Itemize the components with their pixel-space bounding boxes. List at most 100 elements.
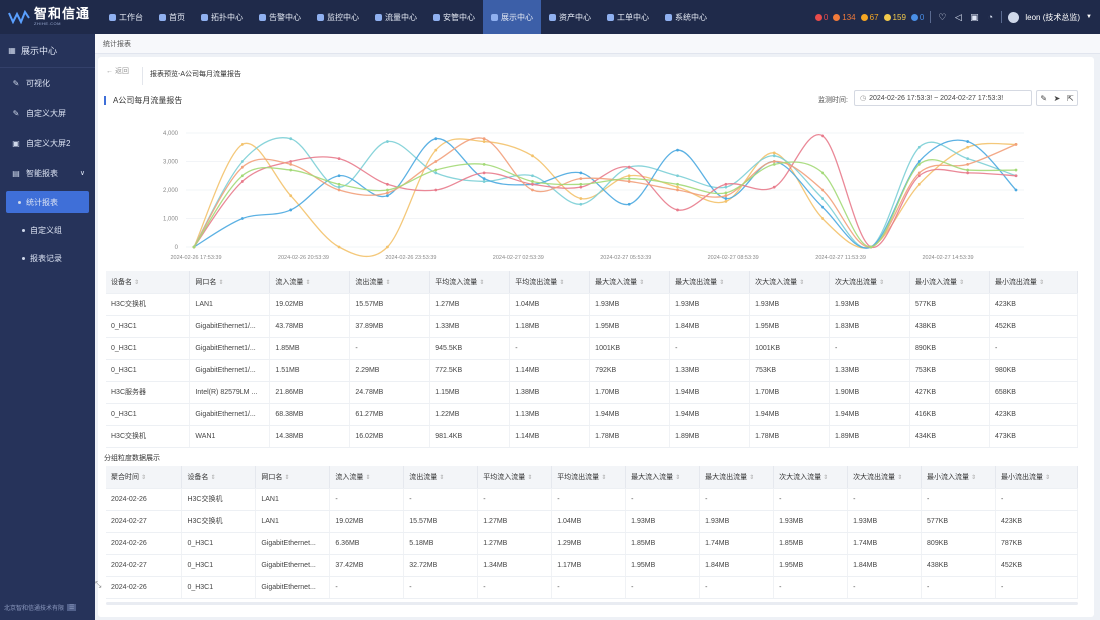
alert-count-4[interactable]: 0 <box>910 13 924 22</box>
sidebar-item-3[interactable]: ▤ 智能报表 ∨ <box>0 158 95 188</box>
data-point[interactable] <box>724 194 728 198</box>
sort-icon[interactable]: ⇕ <box>305 279 311 286</box>
data-point[interactable] <box>821 217 824 220</box>
avatar[interactable] <box>1008 11 1020 23</box>
sort-icon[interactable]: ⇕ <box>284 474 290 481</box>
column-header[interactable]: 流入流量 ⇕ <box>269 271 351 294</box>
nav-item-5[interactable]: 流量中心 <box>367 0 425 34</box>
nav-item-4[interactable]: 监控中心 <box>309 0 367 34</box>
data-point[interactable] <box>724 182 728 186</box>
data-point[interactable] <box>676 208 679 212</box>
sort-icon[interactable]: ⇕ <box>971 474 977 481</box>
collapse-icon[interactable]: ☰ <box>67 604 77 611</box>
sort-icon[interactable]: ⇕ <box>479 279 485 286</box>
data-point[interactable] <box>869 245 873 249</box>
data-point[interactable] <box>1014 168 1018 172</box>
data-point[interactable] <box>772 151 776 155</box>
data-point[interactable] <box>772 185 776 189</box>
column-header[interactable]: 平均流入流量 ⇕ <box>477 466 553 489</box>
data-point[interactable] <box>531 182 534 186</box>
shirt-icon[interactable]: ♡ <box>938 11 947 22</box>
table-row[interactable]: 2024-02-26 H3C交换机 LAN1- - - - - - - - - - <box>106 488 1078 511</box>
data-point[interactable] <box>772 160 776 163</box>
data-point[interactable] <box>434 148 438 152</box>
column-header[interactable]: 次大流入流量 ⇕ <box>773 466 849 489</box>
data-point[interactable] <box>966 145 970 149</box>
data-point[interactable] <box>192 245 196 249</box>
data-point[interactable] <box>966 157 970 161</box>
data-point[interactable] <box>579 171 583 175</box>
data-point[interactable] <box>434 168 438 172</box>
data-point[interactable] <box>531 180 534 183</box>
table-row[interactable]: 2024-02-27 0_H3C1 GigabitEthernet... 37.42M… <box>106 554 1078 577</box>
sidebar-item-2[interactable]: ▣ 自定义大屏2 <box>0 128 95 158</box>
breadcrumb-current[interactable]: 统计报表 <box>103 40 131 48</box>
data-point[interactable] <box>724 185 728 189</box>
data-point[interactable] <box>579 177 583 180</box>
data-point[interactable] <box>821 171 824 175</box>
data-point[interactable] <box>579 197 583 200</box>
sort-icon[interactable]: ⇕ <box>879 279 885 286</box>
data-point[interactable] <box>482 177 486 180</box>
table-row[interactable]: H3C服务器 Intel(R) 82579LM ... 21.86MB 24.78MB… <box>106 381 1079 404</box>
sort-icon[interactable]: ⇕ <box>897 474 903 481</box>
resize-icon[interactable]: ⤡ <box>95 580 102 589</box>
data-point[interactable] <box>676 174 679 178</box>
data-point[interactable] <box>627 174 631 178</box>
sort-icon[interactable]: ⇕ <box>719 279 725 286</box>
nav-item-3[interactable]: 告警中心 <box>251 0 309 34</box>
data-point[interactable] <box>917 145 921 149</box>
data-point[interactable] <box>966 168 970 172</box>
table-row[interactable]: 2024-02-26 0_H3C1 GigabitEthernet... - - - - - -… <box>106 576 1078 599</box>
data-point[interactable] <box>917 162 921 166</box>
table-row[interactable]: 0_H3C1 GigabitEthernet1/... 1.51MB 2.29MB 77… <box>106 359 1079 382</box>
data-point[interactable] <box>337 157 341 161</box>
data-point[interactable] <box>1014 174 1018 178</box>
column-header[interactable]: 流出流量 ⇕ <box>403 466 479 489</box>
data-point[interactable] <box>579 185 583 189</box>
data-point[interactable] <box>917 182 921 186</box>
data-point[interactable] <box>482 171 486 175</box>
data-point[interactable] <box>627 202 631 206</box>
sort-icon[interactable]: ⇕ <box>675 474 681 481</box>
column-header[interactable]: 最大流入流量 ⇕ <box>625 466 701 489</box>
data-point[interactable] <box>289 162 293 166</box>
sort-icon[interactable]: ⇕ <box>385 279 391 286</box>
data-point[interactable] <box>240 180 244 183</box>
nav-item-9[interactable]: 工单中心 <box>599 0 657 34</box>
data-point[interactable] <box>531 188 534 192</box>
data-point[interactable] <box>289 160 293 163</box>
data-point[interactable] <box>386 140 389 143</box>
brand-logo[interactable]: 智和信通 ZHIHE.COM <box>0 0 95 34</box>
sort-icon[interactable]: ⇕ <box>799 279 805 286</box>
sort-icon[interactable]: ⇕ <box>601 474 607 481</box>
data-point[interactable] <box>676 185 679 189</box>
fullscreen-icon[interactable]: ▣ <box>970 11 979 22</box>
sort-icon[interactable]: ⇕ <box>559 279 565 286</box>
data-point[interactable] <box>821 205 824 209</box>
data-point[interactable] <box>482 180 486 183</box>
data-point[interactable] <box>240 174 244 178</box>
data-point[interactable] <box>966 140 970 143</box>
export-icon[interactable]: ⇱ <box>1066 93 1074 103</box>
data-point[interactable] <box>821 188 824 192</box>
data-point[interactable] <box>772 154 776 158</box>
data-point[interactable] <box>627 165 631 169</box>
data-point[interactable] <box>1014 188 1018 192</box>
column-header[interactable]: 最小流出流量 ⇕ <box>989 271 1079 294</box>
sort-icon[interactable]: ⇕ <box>527 474 533 481</box>
data-point[interactable] <box>337 188 341 192</box>
data-point[interactable] <box>434 137 438 141</box>
column-header[interactable]: 设备名 ⇕ <box>181 466 257 489</box>
nav-item-1[interactable]: 首页 <box>151 0 193 34</box>
data-point[interactable] <box>289 194 293 198</box>
sidebar-item-0[interactable]: ✎ 可视化 <box>0 68 95 98</box>
sort-icon[interactable]: ⇕ <box>134 279 140 286</box>
data-point[interactable] <box>386 245 389 249</box>
column-header[interactable]: 最小流入流量 ⇕ <box>921 466 996 489</box>
column-header[interactable]: 次大流出流量 ⇕ <box>829 271 910 294</box>
column-header[interactable]: 流入流量 ⇕ <box>329 466 405 489</box>
paint-icon[interactable]: ✎ <box>1040 93 1048 103</box>
data-point[interactable] <box>386 188 389 192</box>
data-point[interactable] <box>434 188 438 192</box>
